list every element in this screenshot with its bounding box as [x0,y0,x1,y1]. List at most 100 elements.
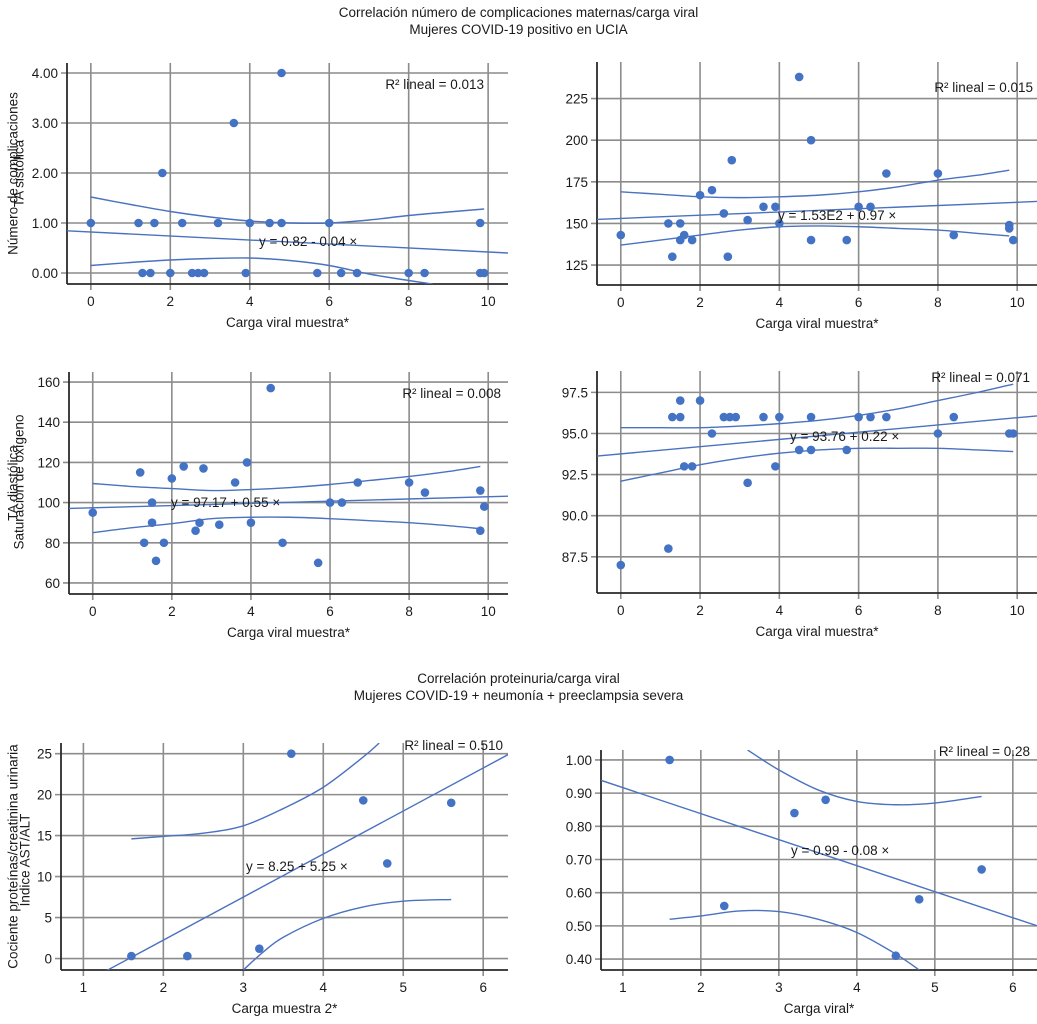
data-point [882,412,891,422]
data-point [147,518,157,527]
data-point [325,498,335,507]
y-tick-label: 92.5 [562,468,588,483]
x-tick-label: 6 [855,603,863,618]
x-axis-label: Carga viral muestra* [226,315,350,330]
x-tick-label: 8 [934,603,942,618]
y-tick-label: 225 [565,92,588,107]
y-tick-label: 80 [45,536,60,551]
y-axis-label: TA diastólica [6,445,21,521]
y-tick-label: 150 [565,216,588,231]
data-point [719,412,729,422]
data-point [687,235,697,245]
x-tick-label: 3 [775,980,783,995]
y-axis-label: TA sistólica [12,139,27,207]
y-tick-label: 25 [37,747,52,762]
data-point [695,396,705,405]
ci-lower-curve [620,447,1014,482]
y-tick-label: 3.00 [32,116,58,131]
x-tick-label: 0 [617,603,625,618]
data-point [806,445,816,455]
data-point [771,202,780,212]
equation-label: y = 0.99 - 0.08 × [791,843,889,858]
data-point [949,412,959,422]
data-point [127,951,136,961]
data-point [933,429,943,438]
chart-1: 0 2 4 6 8 10 0.00 1.00 2.00 3.00 4.00 Carga viral m… [6,63,508,330]
data-point [891,951,901,961]
x-tick-label: 2 [167,294,175,309]
data-point [286,749,296,758]
data-point [179,462,188,471]
data-point [794,445,804,455]
x-tick-label: 2 [697,980,705,995]
x-tick-label: 1 [80,980,88,995]
x-tick-label: 3 [240,980,248,995]
data-point [759,412,768,422]
data-point [420,488,430,497]
equation-label: y = 8.25 + 5.25 × [246,859,348,874]
y-tick-label: 0.70 [566,853,592,868]
data-point [790,808,799,818]
data-point [245,218,255,228]
data-point [246,518,256,527]
data-point [313,558,323,568]
y-tick-label: 2.00 [32,166,58,181]
data-point [821,795,830,805]
r2-label: R² lineal = 0.013 [385,77,484,92]
y-tick-label: 120 [37,455,60,470]
data-point [977,865,986,874]
regression-line [597,200,1037,221]
ci-upper-curve [620,169,1010,199]
x-tick-label: 8 [405,294,413,309]
data-point [195,518,204,527]
data-point [616,560,626,570]
data-point [158,168,167,178]
ci-lower-curve [90,257,433,284]
ci-upper-curve [620,383,1014,429]
y-tick-label: 97.5 [562,385,588,400]
data-point [1008,429,1018,438]
regression-line [67,230,508,254]
x-tick-label: 10 [481,294,496,309]
x-tick-label: 2 [696,295,704,310]
data-point [191,526,200,536]
data-point [725,412,735,422]
x-tick-label: 4 [776,295,784,310]
equation-label: y = 97.17 + 0.55 × [171,495,280,510]
x-axis-label: Carga viral muestra* [755,316,879,331]
data-point [230,478,240,487]
data-point [353,478,363,487]
group-title-2: Correlación proteinuria/carga viral Muje… [0,670,1037,704]
ci-lower-curve [242,898,452,970]
data-point [775,219,784,228]
data-point [358,796,368,805]
data-point [616,230,626,240]
r2-label: R² lineal = 0.28 [939,744,1030,759]
data-point [479,268,489,278]
y-tick-label: 200 [565,133,588,148]
data-point [150,218,159,228]
data-point [854,202,863,212]
group-title-2-line2: Mujeres COVID-19 + neumonía + preeclamps… [353,688,684,703]
data-point [719,209,729,218]
y-axis-label: Saturación de oxígeno [12,414,27,549]
data-point [86,218,96,228]
data-point [404,478,414,487]
data-point [277,218,286,228]
y-tick-label: 0.90 [566,786,592,801]
data-point [312,268,322,278]
data-point [723,252,733,262]
data-point [277,68,286,78]
x-tick-label: 5 [399,980,407,995]
data-point [882,169,891,178]
data-point [914,895,924,904]
x-tick-label: 8 [934,295,942,310]
data-point [1004,224,1014,233]
data-point [404,268,413,278]
r2-label: R² lineal = 0.510 [404,738,503,753]
data-point [266,383,276,393]
data-point [199,268,209,278]
y-tick-label: 95.0 [562,426,588,441]
data-point [336,268,346,278]
data-point [806,135,816,145]
